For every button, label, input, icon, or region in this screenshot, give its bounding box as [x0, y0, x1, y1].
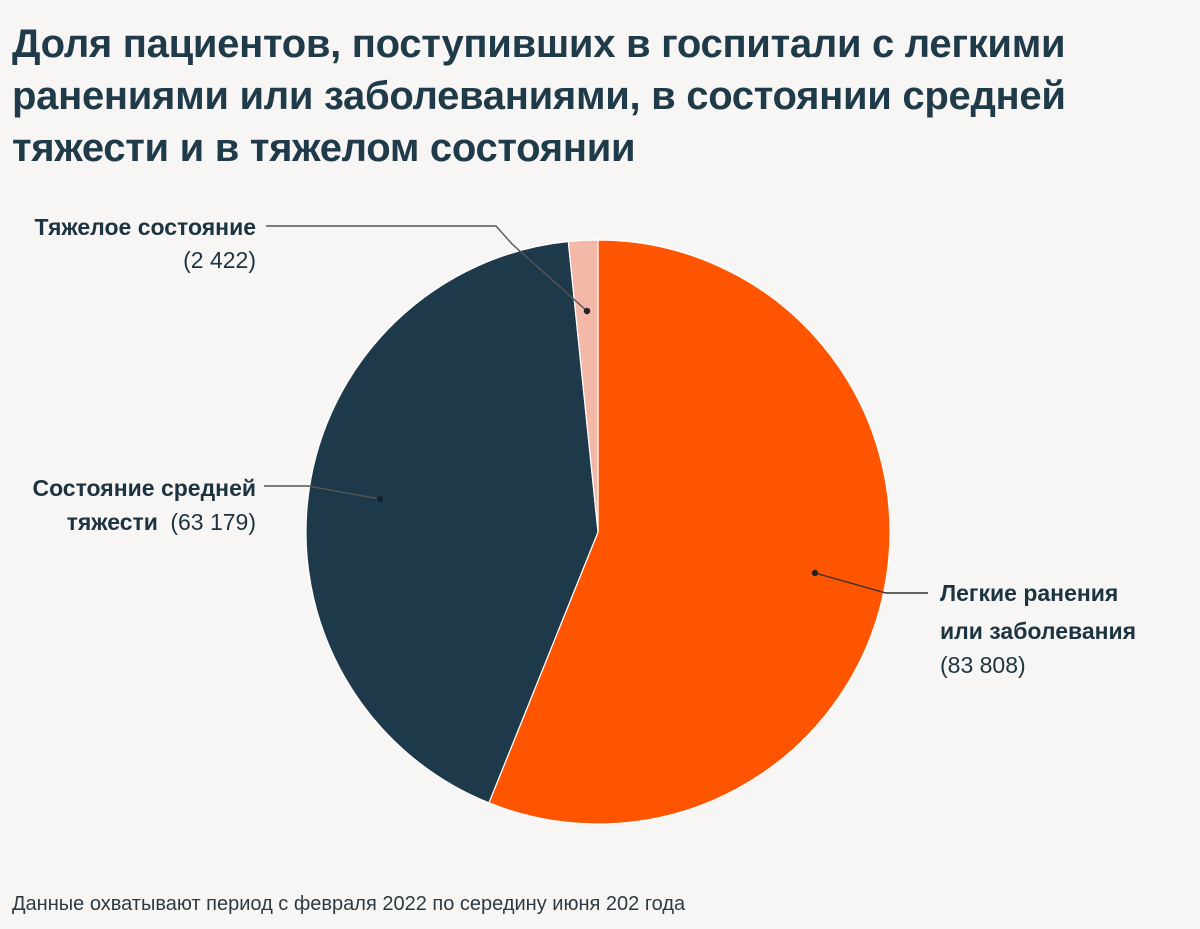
svg-text:тяжести (63 179): тяжести (63 179)	[67, 509, 256, 535]
leader-dot-medium	[376, 495, 384, 503]
slice-label-medium-line2: тяжести	[67, 509, 158, 535]
leader-dot-light	[811, 569, 819, 577]
leader-dot-severe	[583, 307, 591, 315]
slice-label-light-line1: Легкие ранения	[940, 580, 1118, 606]
leader-line-severe	[266, 225, 588, 312]
slice-label-medium-line1: Состояние средней	[32, 475, 256, 501]
footnote: Данные охватывают период с февраля 2022 …	[12, 893, 686, 915]
pie-slice-severe	[567, 239, 599, 533]
leader-line-medium	[264, 485, 381, 500]
slice-value-severe: (2 422)	[183, 247, 256, 273]
slice-value-light: (83 808)	[940, 652, 1026, 678]
slice-value-medium: (63 179)	[170, 509, 256, 535]
pie-slice-medium	[305, 240, 599, 804]
slice-label-light-line2: или заболевания	[940, 618, 1136, 644]
slice-label-severe: Тяжелое состояние	[34, 214, 256, 240]
leader-line-light	[814, 572, 928, 594]
chart-title: Доля пациентов, поступивших в госпитали …	[12, 22, 1066, 170]
pie-slice-light	[488, 239, 891, 825]
